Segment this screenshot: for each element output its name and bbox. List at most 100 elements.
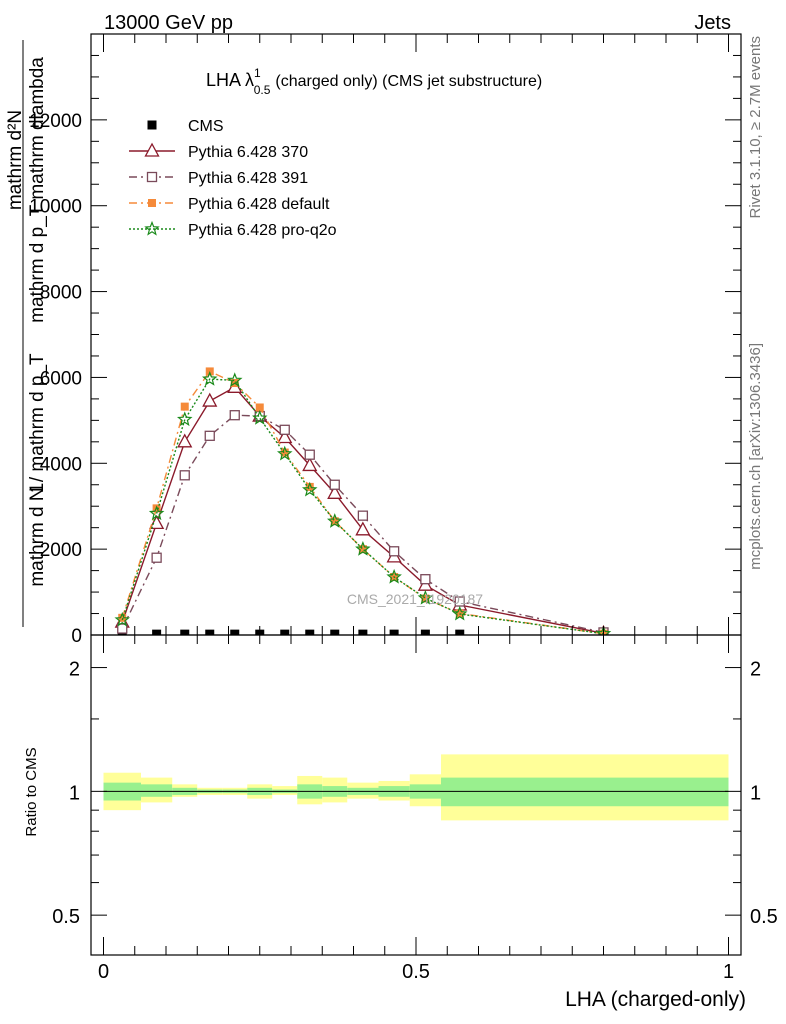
data-point [305,629,315,635]
data-point [301,481,318,497]
data-point [304,449,315,460]
title-rest: (charged only) (CMS jet substructure) [275,73,542,90]
data-point [179,470,190,481]
data-point [280,629,290,635]
legend-marker [148,199,156,207]
data-point [355,521,371,536]
xtick-label: 0 [98,961,109,983]
legend-label: Pythia 6.428 default [188,196,330,213]
data-point [276,445,293,461]
ratio-ylabel: Ratio to CMS [23,747,40,836]
data-point [255,403,264,412]
data-point [201,370,218,386]
data-point [280,448,289,457]
data-point [417,589,434,605]
data-point [329,479,340,490]
data-point [230,629,240,635]
data-point [204,430,215,441]
legend-entry: Pythia 6.428 391 [129,170,308,187]
main-axes: 0 2000 4000 6000 8000 10000 12000 [29,34,741,647]
band-inner [441,777,479,807]
ratio-axes: 0.5 0.5 1 1 2 2 0 0.5 1 [52,635,778,983]
data-point [205,629,215,635]
data-point [455,629,465,635]
watermark: CMS_2021_I1920187 [347,591,483,607]
legend-entry: Pythia 6.428 default [129,196,330,213]
data-point [226,372,243,388]
ytick-label: 12000 [29,111,82,132]
plot-title: LHA λ1 0.5 (charged only) (CMS jet substru… [206,66,542,97]
data-point [358,629,368,635]
data-point [114,611,131,627]
mcplots-label: mcplots.cern.ch [arXiv:1306.3436] [747,343,764,570]
ratio-bands [103,754,729,821]
data-point [389,629,399,635]
xlabel: LHA (charged-only) [565,988,746,1011]
xtick-label: 1 [723,961,734,983]
title-main: LHA λ [206,70,254,90]
ytick-label: 0 [71,626,82,647]
title-sup: 1 [254,66,261,80]
xtick-label: 0.5 [402,961,430,983]
rivet-label: Rivet 3.1.10, ≥ 2.7M events [747,36,764,219]
data-point [595,625,612,635]
data-point [386,568,402,584]
ytick-label: 4000 [40,454,82,475]
legend-marker [147,120,157,130]
main-ylabel: 1 mathrm d N / mathrm d p_T mathrm d²N m… [5,40,48,627]
ylabel-numerator: mathrm d²N [5,110,26,210]
ytick-label: 2000 [40,540,82,561]
data-point [148,505,165,521]
series-line [121,370,604,635]
legend-label: CMS [188,118,224,135]
data-point [251,410,268,425]
legend-label: Pythia 6.428 391 [188,170,308,187]
ytick-label: 6000 [40,368,82,389]
data-point [202,392,218,407]
data-point [358,545,367,554]
legend-entry: Pythia 6.428 pro-q2o [129,220,337,239]
legend-marker [144,142,160,157]
ylabel-factor-den: mathrm d N / mathrm d p_T [27,353,48,587]
legend-marker [146,171,158,183]
series-line [121,386,604,634]
ratio-ytick-label-right: 1 [750,782,761,804]
data-point [180,629,190,635]
ylabel-denominator: mathrm d p_T mathrm dlambda [27,57,48,323]
data-point [327,484,343,499]
header-right: Jets [694,12,731,34]
band-inner [478,777,729,807]
ratio-ytick-label: 1 [69,782,80,804]
data-point [177,433,193,448]
ytick-label: 10000 [29,197,82,218]
data-point [229,410,240,421]
band-inner [141,784,173,797]
ratio-ytick-label-right: 2 [750,659,761,681]
data-point [330,629,340,635]
data-point [357,510,369,521]
data-point [330,517,339,526]
data-point [118,613,127,622]
legend-label: Pythia 6.428 pro-q2o [188,222,337,239]
ratio-ytick-label: 0.5 [52,906,80,928]
data-point [420,574,431,585]
ratio-ytick-label-right: 0.5 [750,906,778,928]
data-point [326,513,343,528]
data-point [355,540,371,556]
legend: CMS Pythia 6.428 370 Pythia 6.428 391 Pythi… [129,118,337,239]
legend-entry: Pythia 6.428 370 [129,142,308,161]
data-point [388,546,400,557]
data-point [180,402,189,411]
header-left: 13000 GeV pp [104,12,233,34]
data-point [176,411,193,427]
data-point [279,424,290,435]
data-point [117,623,128,634]
data-point [305,482,314,491]
data-point [302,457,318,472]
legend-label: Pythia 6.428 370 [188,144,308,161]
legend-marker [144,220,160,236]
data-point [151,552,162,563]
title-sub: 0.5 [254,83,271,97]
main-series [114,367,612,635]
series-4 [114,370,612,635]
